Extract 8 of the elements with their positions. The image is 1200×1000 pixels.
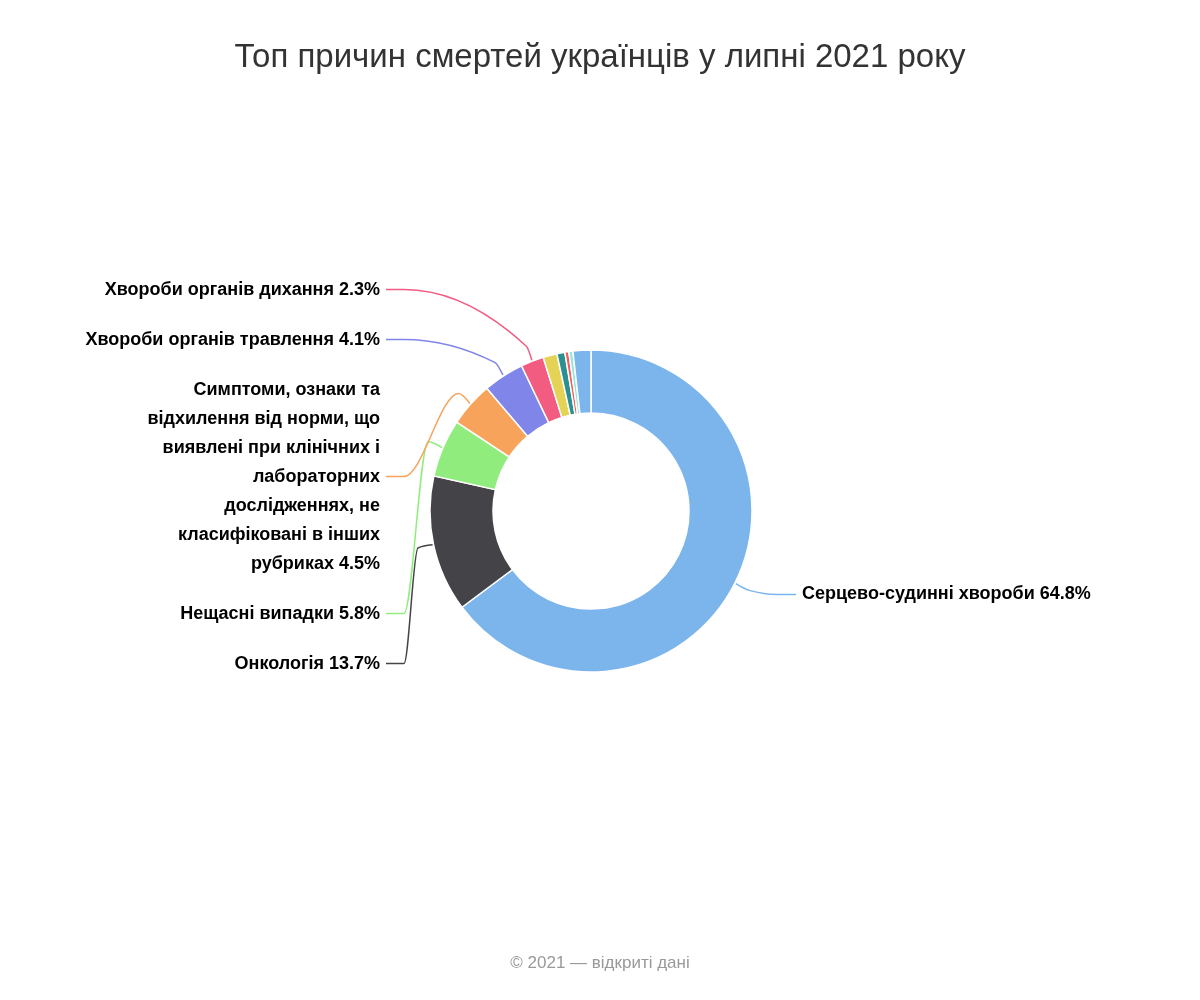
slice-label: Нещасні випадки 5.8%: [180, 602, 380, 623]
chart-title: Топ причин смертей українців у липні 2021 року: [234, 37, 967, 74]
slice-label: Серцево-судинні хвороби 64.8%: [802, 583, 1091, 604]
slice-label: Онкологія 13.7%: [234, 652, 380, 673]
text: © 2021 — відкриті дані: [510, 953, 690, 972]
slice-label: Симптоми, ознаки та відхилення від норми, що виявлені при клінічних і лабораторних дослідженнях, не класифіковані в інших рубриках 4.5%: [147, 378, 381, 573]
slice-label: Хвороби органів травлення 4.1%: [85, 328, 380, 349]
slice-label: Хвороби органів дихання 2.3%: [104, 278, 380, 299]
